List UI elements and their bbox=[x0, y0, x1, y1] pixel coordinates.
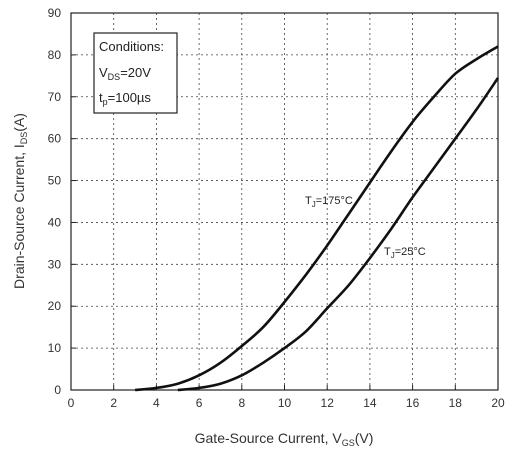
conditions-frame bbox=[93, 32, 178, 114]
series-label-175c: TJ=175°C bbox=[305, 195, 353, 209]
x-tick-labels: 0 2 4 6 8 10 12 14 16 18 20 bbox=[68, 396, 505, 410]
y-tick-label: 70 bbox=[48, 90, 62, 104]
x-tick-label: 14 bbox=[363, 396, 377, 410]
y-tick-label: 90 bbox=[48, 6, 62, 20]
x-tick-label: 4 bbox=[153, 396, 160, 410]
x-tick-label: 6 bbox=[196, 396, 203, 410]
x-axis-title-unit: (V) bbox=[355, 430, 374, 446]
x-tick-label: 8 bbox=[238, 396, 245, 410]
curve-tj-25c bbox=[177, 77, 500, 392]
series-label-25c-main: T bbox=[384, 246, 391, 258]
x-axis-title: Gate-Source Current, VGS(V) bbox=[195, 430, 374, 448]
y-tick-labels: 0 10 20 30 40 50 60 70 80 90 bbox=[48, 6, 62, 397]
curve-tj-175c bbox=[134, 45, 499, 392]
x-axis-title-main: Gate-Source Current, V bbox=[195, 430, 343, 446]
y-tick-label: 0 bbox=[54, 383, 61, 397]
x-tick-label: 18 bbox=[449, 396, 463, 410]
x-tick-label: 12 bbox=[321, 396, 335, 410]
series-curves bbox=[134, 45, 500, 392]
y-axis-title-main: Drain-Source Current, I bbox=[11, 144, 27, 289]
y-tick-label: 50 bbox=[48, 174, 62, 188]
conditions-vds-sub: DS bbox=[108, 72, 121, 82]
series-label-175c-sub: J bbox=[312, 200, 316, 209]
y-tick-label: 20 bbox=[48, 299, 62, 313]
y-axis-title: Drain-Source Current, IDS(A) bbox=[11, 113, 29, 289]
conditions-tp-main: t bbox=[99, 90, 103, 105]
x-tick-label: 20 bbox=[491, 396, 505, 410]
conditions-vds: VDS=20V bbox=[99, 65, 151, 82]
y-axis-title-unit: (A) bbox=[11, 113, 27, 132]
x-tick-label: 10 bbox=[278, 396, 292, 410]
y-tick-label: 80 bbox=[48, 48, 62, 62]
conditions-vds-val: =20V bbox=[120, 65, 151, 80]
series-label-25c: TJ=25°C bbox=[384, 246, 426, 260]
series-label-175c-val: =175°C bbox=[316, 195, 353, 207]
y-axis-title-sub: DS bbox=[19, 132, 29, 145]
series-label-175c-main: T bbox=[305, 195, 312, 207]
x-axis-title-sub: GS bbox=[342, 438, 355, 448]
x-tick-label: 2 bbox=[110, 396, 117, 410]
y-tick-label: 60 bbox=[48, 132, 62, 146]
conditions-title: Conditions: bbox=[99, 39, 164, 54]
conditions-box: Conditions: VDS=20V tp=100µs bbox=[93, 32, 178, 114]
y-tick-label: 40 bbox=[48, 215, 62, 229]
y-tick-label: 30 bbox=[48, 257, 62, 271]
x-tick-label: 16 bbox=[406, 396, 420, 410]
conditions-vds-main: V bbox=[99, 65, 108, 80]
x-tick-label: 0 bbox=[68, 396, 75, 410]
conditions-tp-val: =100µs bbox=[108, 90, 152, 105]
conditions-tp: tp=100µs bbox=[99, 90, 151, 107]
y-tick-label: 10 bbox=[48, 341, 62, 355]
conditions-tp-sub: p bbox=[103, 97, 108, 107]
series-label-25c-sub: J bbox=[391, 251, 395, 260]
series-label-25c-val: =25°C bbox=[395, 246, 426, 258]
